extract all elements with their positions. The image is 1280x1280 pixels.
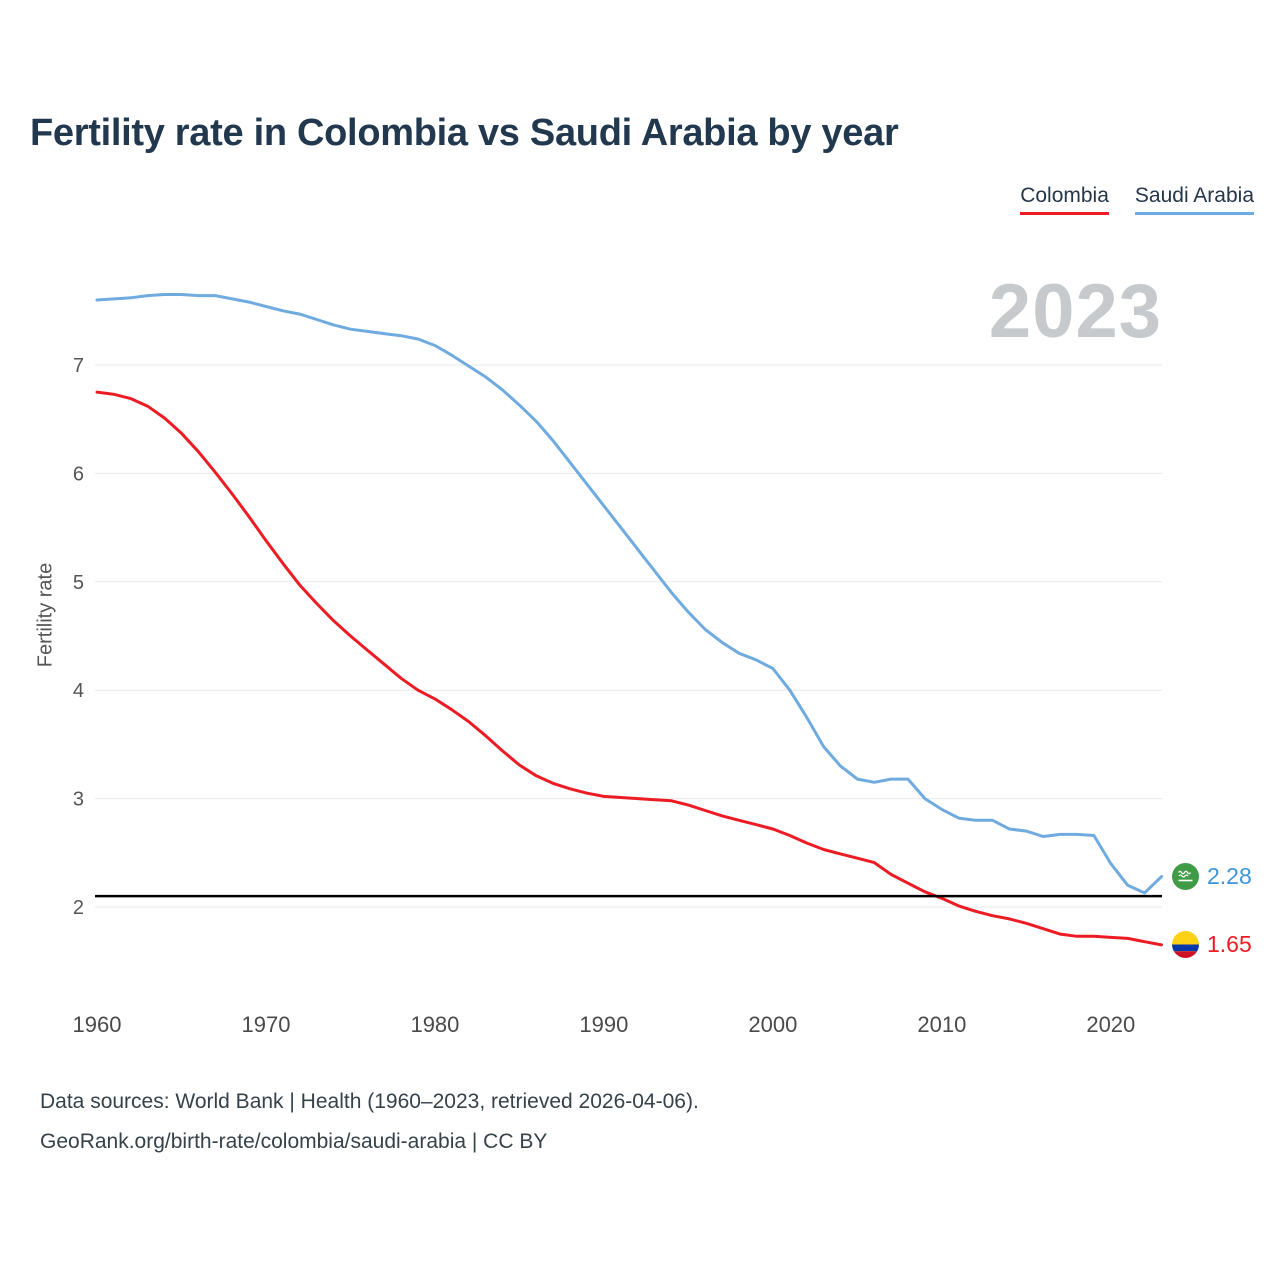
page-title: Fertility rate in Colombia vs Saudi Arab…: [30, 112, 899, 154]
attribution: Data sources: World Bank | Health (1960–…: [40, 1082, 699, 1162]
y-tick-label: 2: [73, 897, 84, 919]
y-tick-label: 6: [73, 463, 84, 485]
legend: Colombia Saudi Arabia: [1020, 184, 1254, 215]
year-watermark: 2023: [988, 269, 1162, 354]
saudi-arabia-end-label: 2.28: [1172, 863, 1252, 890]
saudi-arabia-flag-icon: [1172, 863, 1199, 890]
y-tick-label: 5: [73, 572, 84, 594]
colombia-latest-value: 1.65: [1207, 931, 1252, 957]
colombia-flag-icon: [1172, 931, 1199, 958]
colombia-end-label: 1.65: [1172, 931, 1252, 958]
x-tick-label: 1960: [73, 1012, 122, 1037]
x-tick-label: 1980: [410, 1012, 459, 1037]
y-tick-label: 3: [73, 789, 84, 811]
legend-item-colombia[interactable]: Colombia: [1020, 184, 1109, 215]
source-url-line: GeoRank.org/birth-rate/colombia/saudi-ar…: [40, 1130, 548, 1153]
legend-item-saudi-arabia[interactable]: Saudi Arabia: [1134, 184, 1254, 215]
x-tick-label: 2020: [1086, 1012, 1135, 1037]
y-tick-label: 7: [73, 355, 84, 377]
x-tick-label: 1970: [241, 1012, 290, 1037]
x-tick-label: 2010: [917, 1012, 966, 1037]
saudi-arabia-latest-value: 2.28: [1207, 863, 1252, 889]
x-tick-label: 2000: [748, 1012, 797, 1037]
x-tick-label: 1990: [579, 1012, 628, 1037]
chart-area[interactable]: 2 3 4 5 6 7 1960 1970 1980 1990 2000 2010 2020: [0, 240, 1280, 1060]
data-sources-line: Data sources: World Bank | Health (1960–…: [40, 1090, 699, 1113]
saudi-arabia-line: [95, 293, 1163, 895]
colombia-line: [95, 390, 1163, 947]
y-tick-label: 4: [73, 680, 84, 702]
